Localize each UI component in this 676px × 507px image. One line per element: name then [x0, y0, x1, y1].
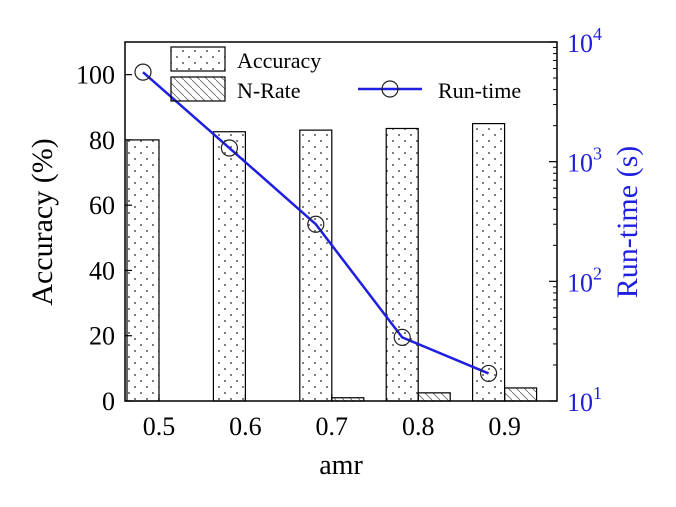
y-left-tick-label: 20	[89, 322, 115, 351]
y-right-tick-label: 101	[567, 383, 602, 417]
legend: Accuracy N-Rate Run-time	[170, 46, 521, 103]
y-left-tick-label: 80	[89, 126, 115, 155]
runtime-point	[393, 328, 411, 346]
legend-swatch-nrate	[170, 76, 226, 102]
legend-swatch-runtime-marker	[381, 80, 399, 98]
y-left-ticks: 0 20 40 60 80 100	[76, 61, 132, 416]
x-ticks: 0.5 0.6 0.7 0.8 0.9	[143, 394, 521, 441]
runtime-point	[480, 364, 498, 383]
legend-label-accuracy: Accuracy	[237, 48, 321, 73]
bar-layer	[126, 122, 538, 402]
runtime-point	[134, 63, 152, 81]
x-axis-label: amr	[319, 450, 363, 481]
y-right-tick-label: 102	[567, 263, 602, 297]
accuracy-bar	[299, 129, 333, 402]
x-tick-label: 0.7	[316, 412, 349, 441]
x-tick-label: 0.8	[402, 412, 435, 441]
y-right-axis-label: Run-time (s)	[611, 146, 644, 298]
y-left-axis-label: Accuracy (%)	[26, 138, 59, 305]
y-left-tick-label: 60	[89, 191, 115, 220]
y-left-tick-label: 40	[89, 256, 115, 285]
legend-label-runtime: Run-time	[438, 78, 521, 103]
runtime-line	[142, 71, 490, 375]
plot-frame	[124, 41, 558, 402]
y-right-tick-label: 104	[567, 24, 602, 58]
accuracy-bar	[212, 131, 246, 402]
runtime-line-layer	[134, 63, 498, 383]
nrate-bar	[417, 392, 451, 402]
nrate-bar	[504, 387, 538, 402]
legend-label-nrate: N-Rate	[237, 78, 301, 103]
y-right-tick-label: 103	[567, 144, 602, 178]
x-tick-label: 0.9	[488, 412, 521, 441]
runtime-point	[220, 139, 238, 157]
y-left-tick-label: 0	[102, 387, 115, 416]
y-left-tick-label: 100	[76, 61, 115, 90]
runtime-point	[307, 215, 325, 233]
accuracy-bar	[472, 122, 506, 402]
legend-swatch-accuracy	[170, 46, 226, 72]
x-tick-label: 0.6	[229, 412, 262, 441]
accuracy-bar	[126, 139, 160, 402]
x-tick-label: 0.5	[143, 412, 176, 441]
accuracy-bar	[385, 127, 419, 402]
